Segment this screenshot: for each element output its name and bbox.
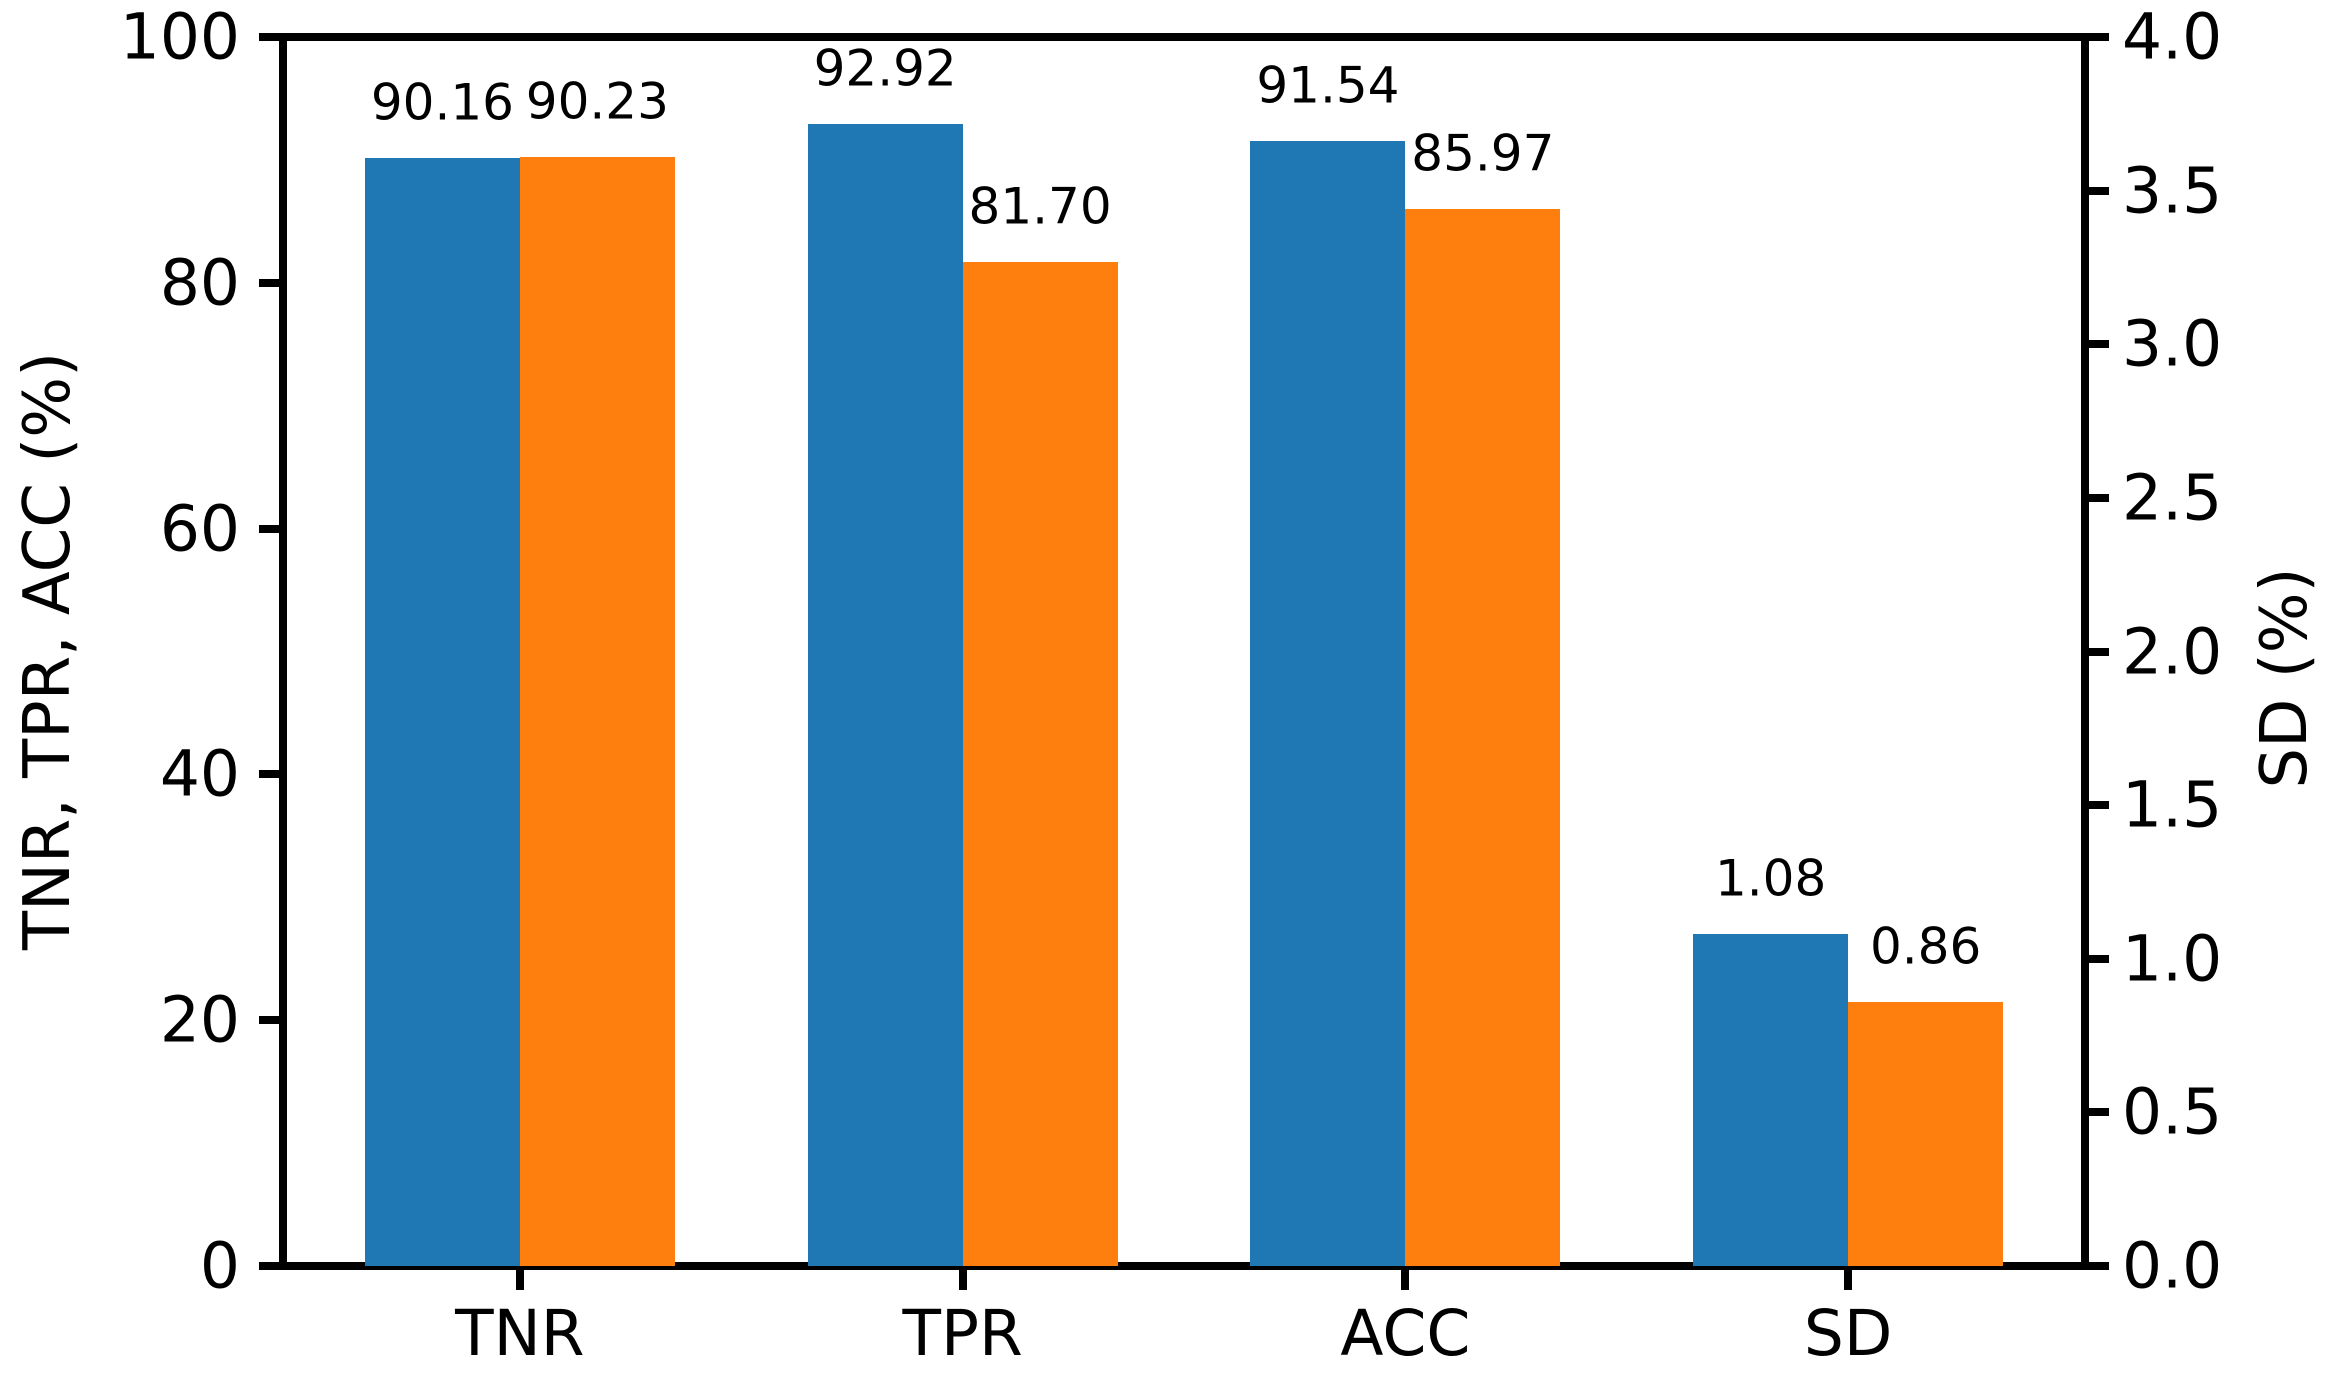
y-tick-label-left: 20 — [159, 983, 240, 1057]
right-axis-title: SD (%) — [2248, 567, 2322, 789]
x-tick-label-tpr: TPR — [902, 1297, 1023, 1370]
bar-value-label: 0.86 — [1869, 917, 1982, 976]
y-tick-label-left: 60 — [159, 492, 240, 566]
y-tick-label-left: 0 — [199, 1229, 240, 1303]
y-tick-left — [259, 1262, 279, 1270]
plot-area — [279, 33, 2089, 1270]
y-tick-right — [2089, 647, 2109, 656]
y-tick-label-left: 80 — [159, 246, 240, 320]
y-tick-label-right: 3.5 — [2122, 154, 2223, 228]
y-tick-label-right: 3.0 — [2122, 307, 2223, 381]
y-tick-left — [259, 278, 279, 287]
y-tick-left — [259, 524, 279, 533]
y-tick-right — [2089, 954, 2109, 963]
y-tick-label-right: 4.0 — [2122, 0, 2223, 74]
y-tick-left — [259, 770, 279, 779]
x-tick-label-tnr: TNR — [455, 1297, 585, 1370]
x-tick — [1401, 1270, 1410, 1290]
y-tick-label-right: 1.0 — [2122, 922, 2223, 996]
y-tick-left — [259, 33, 279, 41]
bar-value-label: 1.08 — [1714, 849, 1827, 908]
y-tick-left — [259, 1016, 279, 1025]
y-tick-label-right: 0.0 — [2122, 1229, 2223, 1303]
left-axis-title: TNR, TPR, ACC (%) — [11, 351, 85, 951]
y-tick-right — [2089, 801, 2109, 810]
y-tick-label-left: 100 — [119, 0, 240, 74]
bar-value-label: 90.16 — [370, 73, 514, 132]
bar-tnr-series-blue — [364, 157, 520, 1266]
y-tick-right — [2089, 493, 2109, 502]
bar-value-label: 85.97 — [1411, 124, 1555, 183]
bar-tpr-series-orange — [962, 261, 1118, 1266]
y-tick-label-right: 2.0 — [2122, 615, 2223, 688]
y-tick-label-right: 0.5 — [2122, 1075, 2223, 1149]
y-tick-right — [2089, 186, 2109, 195]
y-tick-label-right: 1.5 — [2122, 768, 2223, 842]
x-tick — [1844, 1270, 1853, 1290]
bar-tpr-series-blue — [807, 124, 963, 1266]
y-tick-right — [2089, 340, 2109, 349]
bar-value-label: 90.23 — [525, 72, 669, 131]
bar-value-label: 81.70 — [968, 177, 1112, 236]
y-tick-right — [2089, 1262, 2109, 1270]
bar-sd-series-blue — [1693, 934, 1849, 1266]
y-tick-label-left: 40 — [159, 737, 240, 811]
y-tick-right — [2089, 1108, 2109, 1117]
x-tick — [958, 1270, 967, 1290]
y-tick-right — [2089, 33, 2109, 41]
y-tick-label-right: 2.5 — [2122, 461, 2223, 535]
bar-value-label: 92.92 — [813, 39, 957, 98]
x-tick-label-sd: SD — [1803, 1297, 1893, 1370]
x-tick — [515, 1270, 524, 1290]
bar-acc-series-blue — [1250, 140, 1406, 1266]
x-tick-label-acc: ACC — [1340, 1297, 1471, 1370]
bar-sd-series-orange — [1848, 1001, 2004, 1266]
bar-value-label: 91.54 — [1256, 56, 1400, 115]
bar-acc-series-orange — [1405, 209, 1561, 1266]
bar-tnr-series-orange — [519, 157, 675, 1266]
